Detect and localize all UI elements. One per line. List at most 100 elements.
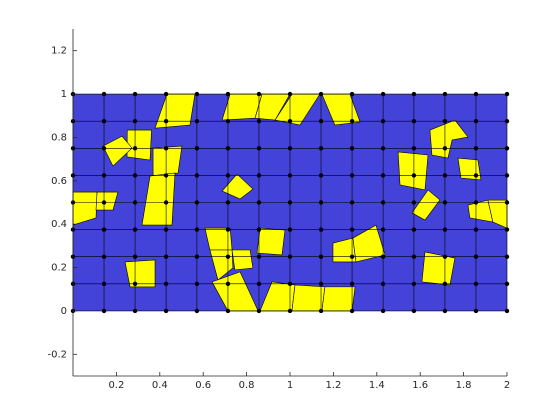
mesh-node (132, 308, 138, 314)
mesh-node (256, 118, 262, 124)
mesh-node (349, 281, 355, 287)
mesh-node (194, 227, 200, 232)
highlighted-cell (231, 249, 254, 271)
mesh-node (132, 200, 138, 205)
mesh-node (287, 227, 293, 232)
mesh-node (287, 173, 293, 178)
mesh-node (225, 200, 231, 205)
x-tick-label: 1.4 (369, 380, 385, 391)
mesh-node (473, 173, 479, 178)
mesh-node (504, 254, 510, 259)
mesh-node (411, 146, 417, 151)
mesh-node (473, 281, 479, 287)
x-tick-label: 0.4 (152, 380, 168, 391)
mesh-node (101, 227, 107, 232)
y-tick-label: 0 (61, 306, 67, 317)
mesh-node (318, 227, 324, 232)
mesh-node (442, 227, 448, 232)
mesh-node (287, 254, 293, 259)
mesh-node (132, 146, 138, 151)
mesh-node (349, 254, 355, 259)
mesh-node (349, 200, 355, 205)
mesh-node (504, 91, 510, 97)
mesh-node (194, 118, 200, 124)
mesh-node (163, 227, 169, 232)
mesh-node (349, 173, 355, 178)
mesh-node (101, 200, 107, 205)
mesh-node (473, 308, 479, 314)
mesh-node (256, 308, 262, 314)
mesh-node (349, 308, 355, 314)
mesh-node (473, 200, 479, 205)
mesh-node (318, 173, 324, 178)
mesh-node (411, 308, 417, 314)
mesh-node (225, 146, 231, 151)
mesh-node (411, 173, 417, 178)
mesh-node (442, 200, 448, 205)
mesh-node (380, 146, 386, 151)
x-tick-label: 0.2 (108, 380, 124, 391)
mesh-node (411, 91, 417, 97)
mesh-node (225, 227, 231, 232)
x-tick-label: 1.8 (456, 380, 472, 391)
mesh-node (225, 91, 231, 97)
mesh-node (504, 227, 510, 232)
mesh-node (287, 118, 293, 124)
mesh-node (504, 146, 510, 151)
mesh-node (504, 308, 510, 314)
x-tick-label: 1.2 (325, 380, 341, 391)
y-tick-label: 0.2 (51, 263, 67, 274)
mesh-node (256, 227, 262, 232)
highlighted-cell (124, 259, 156, 288)
highlighted-cell (411, 189, 441, 221)
mesh-node (442, 308, 448, 314)
y-tick-label: 1 (61, 89, 67, 100)
mesh-node (256, 146, 262, 151)
y-tick-label: 0.4 (51, 219, 67, 230)
highlighted-cell (95, 191, 119, 211)
mesh-node (380, 91, 386, 97)
highlighted-cell (126, 129, 152, 161)
mesh-node (473, 91, 479, 97)
mesh-node (380, 227, 386, 232)
y-tick-label: 0.6 (51, 176, 67, 187)
x-tick-label: 1 (287, 380, 293, 391)
mesh-node (287, 281, 293, 287)
mesh-node (132, 118, 138, 124)
mesh-node (318, 254, 324, 259)
mesh-node (163, 254, 169, 259)
mesh-node (101, 254, 107, 259)
x-tick-label: 0.6 (195, 380, 211, 391)
mesh-node (225, 281, 231, 287)
mesh-node (194, 91, 200, 97)
mesh-node (287, 200, 293, 205)
mesh-node (225, 308, 231, 314)
mesh-node (442, 146, 448, 151)
mesh-node (473, 118, 479, 124)
mesh-node (132, 281, 138, 287)
mesh-node (256, 281, 262, 287)
mesh-node (287, 146, 293, 151)
mesh-node (442, 254, 448, 259)
mesh-node (318, 200, 324, 205)
mesh-node (504, 200, 510, 205)
mesh-node (163, 146, 169, 151)
mesh-node (225, 118, 231, 124)
mesh-node (504, 173, 510, 178)
mesh-node (442, 118, 448, 124)
mesh-node (194, 254, 200, 259)
highlighted-cell (256, 227, 286, 256)
mesh-node (380, 254, 386, 259)
highlighted-cell (152, 145, 183, 177)
x-tick-label: 0.8 (239, 380, 255, 391)
mesh-node (194, 200, 200, 205)
mesh-node (163, 173, 169, 178)
mesh-node (411, 118, 417, 124)
mesh-node (411, 281, 417, 287)
mesh-node (380, 200, 386, 205)
mesh-node (101, 281, 107, 287)
mesh-node (349, 91, 355, 97)
mesh-node (473, 227, 479, 232)
mesh-node (225, 254, 231, 259)
